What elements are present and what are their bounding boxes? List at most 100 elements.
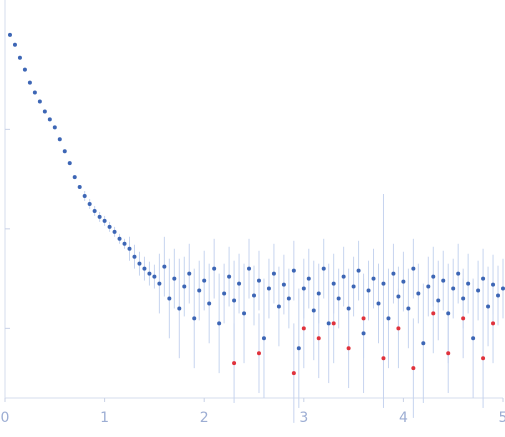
data-point bbox=[311, 308, 316, 313]
data-point bbox=[306, 276, 311, 281]
data-point bbox=[426, 284, 431, 289]
data-point bbox=[12, 42, 17, 47]
data-point bbox=[291, 268, 296, 273]
data-point bbox=[77, 185, 82, 190]
data-point bbox=[346, 306, 351, 311]
data-point bbox=[157, 281, 162, 286]
data-point bbox=[286, 296, 291, 301]
data-point bbox=[396, 326, 401, 331]
data-point bbox=[456, 271, 461, 276]
data-point bbox=[222, 291, 227, 296]
data-point bbox=[381, 281, 386, 286]
data-point bbox=[416, 291, 421, 296]
data-point bbox=[197, 288, 202, 293]
data-point bbox=[7, 32, 12, 37]
data-point bbox=[47, 117, 52, 122]
data-point bbox=[127, 246, 132, 251]
data-point bbox=[276, 304, 281, 309]
data-point bbox=[162, 264, 167, 269]
data-point bbox=[496, 293, 501, 298]
x-tick-label: 1 bbox=[100, 410, 109, 426]
data-point bbox=[112, 229, 117, 234]
data-point bbox=[421, 341, 426, 346]
data-point bbox=[461, 296, 466, 301]
data-point bbox=[486, 304, 491, 309]
data-point bbox=[436, 298, 441, 303]
data-point bbox=[82, 194, 87, 199]
data-point bbox=[296, 346, 301, 351]
data-point bbox=[316, 336, 321, 341]
data-point bbox=[321, 266, 326, 271]
data-point bbox=[87, 201, 92, 206]
data-point bbox=[102, 218, 107, 223]
data-point bbox=[152, 274, 157, 279]
data-point bbox=[386, 316, 391, 321]
data-point bbox=[266, 286, 271, 291]
data-point bbox=[336, 296, 341, 301]
data-point bbox=[261, 336, 266, 341]
data-point bbox=[32, 90, 37, 95]
x-tick-label: 4 bbox=[399, 410, 408, 426]
data-point bbox=[242, 311, 247, 316]
data-point bbox=[256, 351, 261, 356]
data-point bbox=[466, 281, 471, 286]
data-point bbox=[137, 261, 142, 266]
data-point bbox=[381, 356, 386, 361]
data-point bbox=[142, 266, 147, 271]
data-point bbox=[147, 271, 152, 276]
data-point bbox=[192, 316, 197, 321]
data-point bbox=[346, 346, 351, 351]
data-point bbox=[331, 321, 336, 326]
data-point bbox=[237, 281, 242, 286]
x-tick-label: 0 bbox=[1, 410, 10, 426]
data-point bbox=[37, 99, 42, 104]
data-point bbox=[122, 241, 127, 246]
data-point bbox=[212, 266, 217, 271]
data-point bbox=[256, 278, 261, 283]
data-point bbox=[491, 321, 496, 326]
data-point bbox=[366, 288, 371, 293]
data-point bbox=[202, 278, 207, 283]
data-point bbox=[461, 316, 466, 321]
data-point bbox=[351, 284, 356, 289]
data-point bbox=[481, 276, 486, 281]
data-point bbox=[187, 271, 192, 276]
x-tick-label: 5 bbox=[499, 410, 505, 426]
data-point bbox=[117, 236, 122, 241]
data-point bbox=[182, 284, 187, 289]
data-point bbox=[441, 278, 446, 283]
data-point bbox=[476, 288, 481, 293]
data-point bbox=[22, 67, 27, 72]
data-point bbox=[331, 281, 336, 286]
data-point bbox=[97, 214, 102, 219]
x-tick-label: 2 bbox=[200, 410, 209, 426]
data-point bbox=[401, 279, 406, 284]
data-point bbox=[406, 306, 411, 311]
data-point bbox=[361, 331, 366, 336]
data-point bbox=[291, 371, 296, 376]
data-point bbox=[411, 366, 416, 371]
data-point bbox=[217, 321, 222, 326]
data-point bbox=[17, 55, 22, 60]
data-point bbox=[446, 311, 451, 316]
data-point bbox=[376, 301, 381, 306]
data-point bbox=[371, 276, 376, 281]
data-point bbox=[446, 351, 451, 356]
data-point bbox=[107, 224, 112, 229]
data-point bbox=[27, 80, 32, 85]
data-point bbox=[247, 266, 252, 271]
data-point bbox=[232, 361, 237, 366]
data-point bbox=[177, 306, 182, 311]
data-point bbox=[301, 286, 306, 291]
data-point bbox=[252, 293, 256, 298]
data-point bbox=[391, 271, 396, 276]
data-point bbox=[42, 109, 47, 114]
data-point bbox=[62, 149, 67, 154]
data-point bbox=[356, 268, 361, 273]
data-point bbox=[57, 137, 62, 142]
data-point bbox=[301, 326, 306, 331]
data-point bbox=[232, 298, 237, 303]
data-point bbox=[172, 276, 177, 281]
data-point bbox=[451, 286, 456, 291]
